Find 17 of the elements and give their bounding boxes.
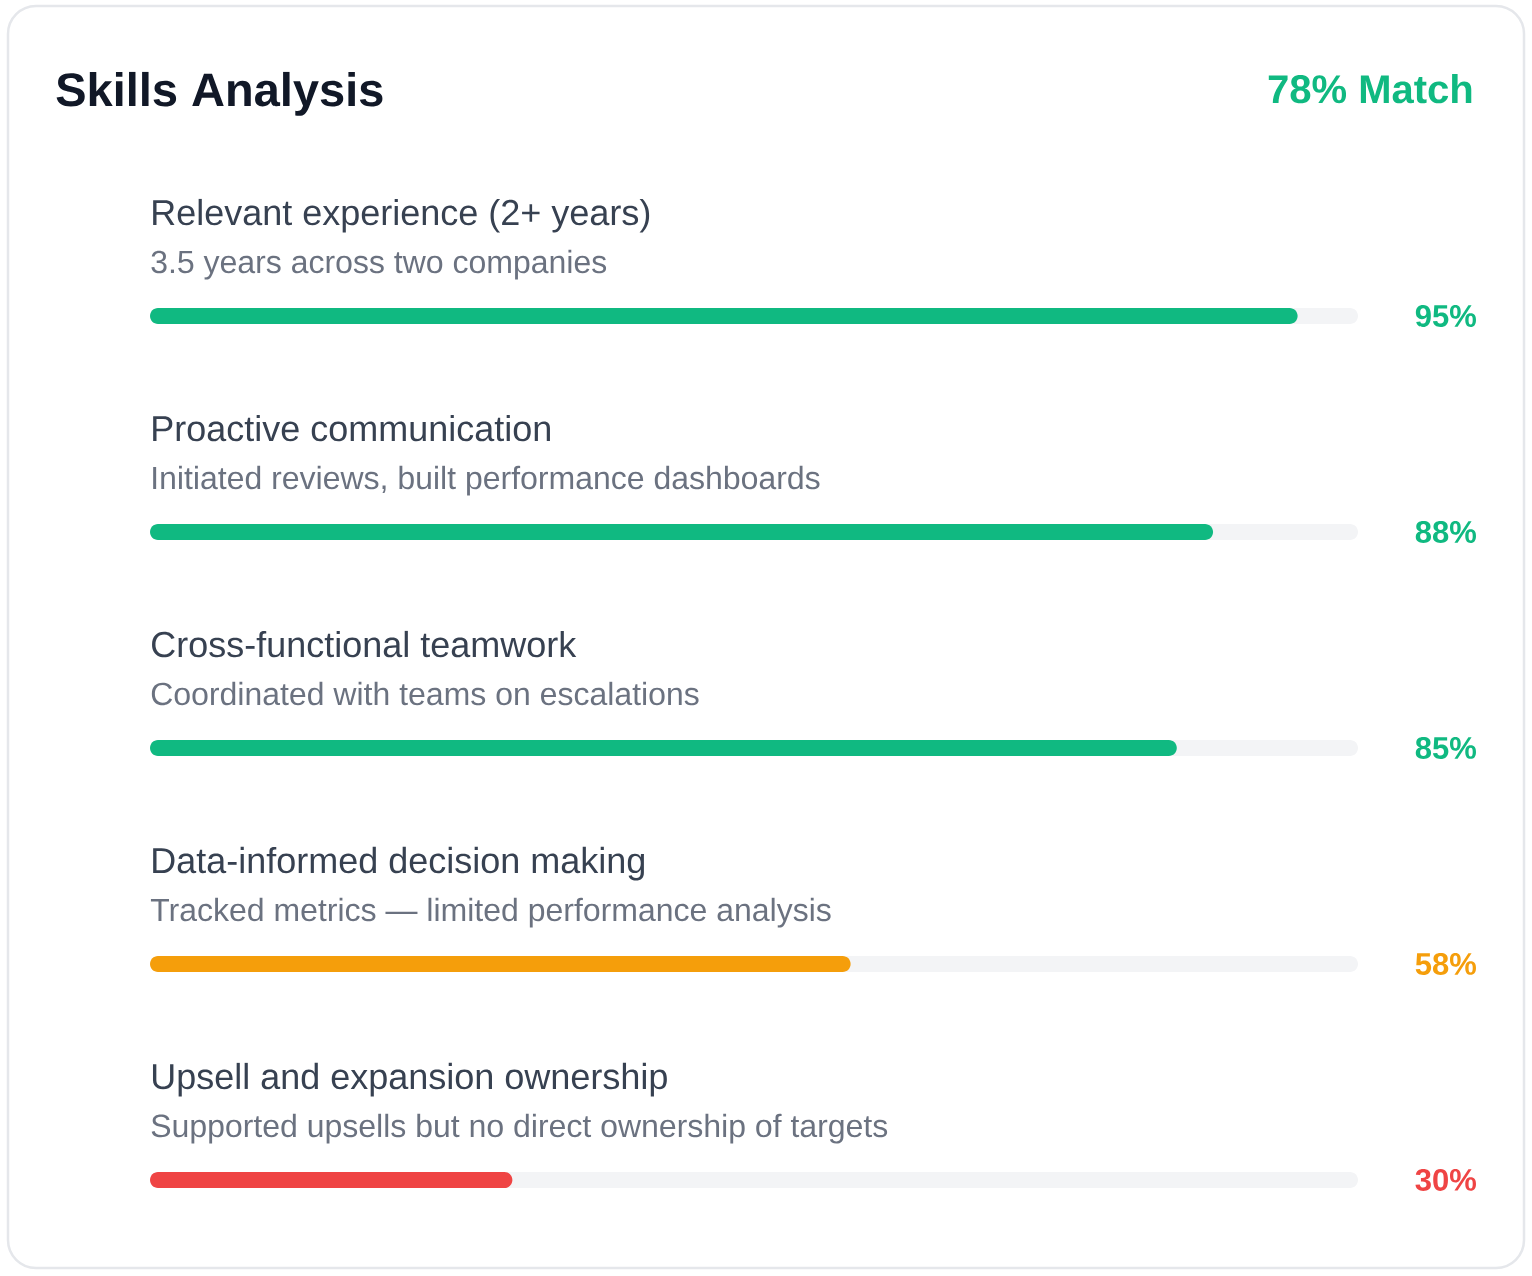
y-tick-label: Data-informed decision making: [153, 846, 644, 881]
annotation: Supported upsells but no direct ownership of targets: [151, 1113, 888, 1144]
data-label: 88%: [1415, 521, 1476, 543]
y-tick-label: Upsell and expansion ownership: [152, 1062, 667, 1097]
data-label: 58%: [1415, 952, 1476, 975]
y-tick-label: Relevant experience (2+ years): [153, 198, 650, 233]
annotation: Tracked metrics — limited performance analysis: [150, 897, 831, 928]
chart-title: Skills Analysis: [56, 71, 383, 116]
chart-subtitle: 78% Match: [1268, 74, 1472, 104]
annotation: Coordinated with teams on escalations: [151, 681, 699, 706]
data-label: 85%: [1415, 736, 1476, 759]
data-label: 95%: [1415, 305, 1476, 327]
y-tick-label: Proactive communication: [153, 414, 550, 442]
annotation: 3.5 years across two companies: [151, 249, 607, 280]
data-label: 30%: [1415, 1168, 1476, 1191]
annotation: Initiated reviews, built performance dashboards: [153, 465, 820, 496]
y-tick-label: Cross-functional teamwork: [152, 630, 577, 658]
